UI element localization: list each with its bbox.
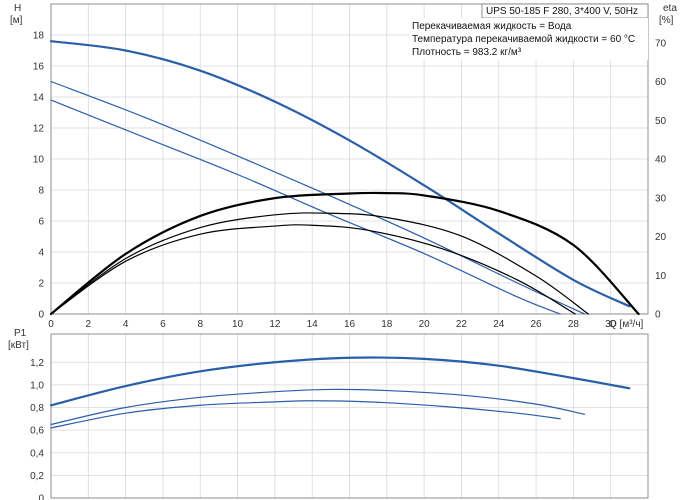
xlabel: Q [м³/ч] — [609, 319, 644, 330]
y-left-tick-label: 8 — [38, 186, 44, 197]
x-tick-label: 24 — [493, 319, 505, 330]
y-left-tick-label: 18 — [33, 31, 45, 42]
y-right-tick-label: 0 — [655, 310, 661, 321]
info-box — [409, 18, 648, 60]
head-curve-1 — [49, 40, 631, 308]
bottom-curves — [49, 356, 631, 429]
y-left-tick-label: 14 — [33, 93, 45, 104]
power-y-tick-label: 0,8 — [30, 403, 44, 414]
y-left-tick-label: 16 — [33, 62, 45, 73]
x-tick-label: 14 — [307, 319, 319, 330]
x-tick-label: 6 — [160, 319, 166, 330]
top-curves — [49, 40, 640, 316]
bottom-tick-labels: 0 0,2 0,4 0,6 0,8 1,0 1,2 — [30, 358, 44, 500]
x-tick-label: 12 — [269, 319, 281, 330]
head-efficiency-panel: 0 2 4 6 8 10 12 14 16 18 20 22 24 26 28 300246810121416… — [10, 3, 677, 330]
ylabel-left-name: H — [14, 3, 21, 14]
y-right-tick-label: 60 — [655, 77, 667, 88]
x-tick-label: 30 — [605, 319, 617, 330]
power-y-tick-label: 1,0 — [30, 380, 44, 391]
y-left-tick-label: 0 — [38, 310, 44, 321]
y-left-tick-label: 2 — [38, 279, 44, 290]
x-tick-label: 4 — [123, 319, 129, 330]
x-tick-label: 10 — [232, 319, 244, 330]
y-left-tick-label: 6 — [38, 217, 44, 228]
head-curve-2 — [50, 80, 586, 315]
y-left-tick-label: 12 — [33, 124, 45, 135]
power-curve-2 — [50, 388, 586, 426]
x-tick-label: 26 — [531, 319, 543, 330]
power-panel: 0 0,2 0,4 0,6 0,8 1,0 1,2 P1 [кВт] — [8, 328, 649, 500]
x-tick-label: 0 — [48, 319, 54, 330]
y-right-tick-label: 30 — [655, 193, 667, 204]
y-right-tick-label: 40 — [655, 155, 667, 166]
y-right-tick-label: 20 — [655, 232, 667, 243]
x-tick-label: 20 — [419, 319, 431, 330]
top-tick-labels: 0 2 4 6 8 10 12 14 16 18 20 22 24 26 28 300246810121416… — [33, 31, 667, 331]
chart-title: UPS 50-185 F 280, 3*400 V, 50Hz — [486, 6, 638, 17]
efficiency-curve-4 — [49, 191, 640, 316]
efficiency-curve-6 — [50, 224, 576, 315]
y-left-tick-label: 4 — [38, 248, 44, 259]
y-right-tick-label: 70 — [655, 38, 667, 49]
x-tick-label: 18 — [381, 319, 393, 330]
power-y-tick-label: 0,4 — [30, 448, 44, 459]
power-y-tick-label: 1,2 — [30, 358, 44, 369]
annotation-temperature: Температура перекачиваемой жидкости = 60… — [412, 34, 635, 45]
annotation-liquid: Перекачиваемая жидкость = Вода — [412, 21, 572, 32]
y-left-tick-label: 10 — [33, 155, 45, 166]
power-curve-1 — [49, 356, 631, 407]
x-tick-label: 28 — [568, 319, 580, 330]
x-tick-label: 16 — [344, 319, 356, 330]
power-y-tick-label: 0 — [38, 494, 44, 500]
power-ylabel-unit: [кВт] — [8, 340, 29, 351]
power-curve-3 — [50, 400, 561, 429]
y-right-tick-label: 10 — [655, 271, 667, 282]
x-tick-label: 22 — [456, 319, 468, 330]
ylabel-right-unit: [%] — [659, 15, 674, 26]
annotation-density: Плотность = 983.2 кг/м³ — [412, 47, 522, 58]
power-ylabel-name: P1 — [14, 328, 27, 339]
top-plot-frame — [50, 3, 649, 315]
ylabel-left-unit: [м] — [10, 15, 23, 26]
power-y-tick-label: 0,2 — [30, 471, 44, 482]
y-right-tick-label: 50 — [655, 116, 667, 127]
x-tick-label: 8 — [197, 319, 203, 330]
bottom-plot-frame — [50, 333, 649, 499]
ylabel-right-name: eta — [663, 3, 677, 14]
x-tick-label: 2 — [86, 319, 92, 330]
power-y-tick-label: 0,6 — [30, 426, 44, 437]
efficiency-curve-5 — [50, 212, 589, 315]
